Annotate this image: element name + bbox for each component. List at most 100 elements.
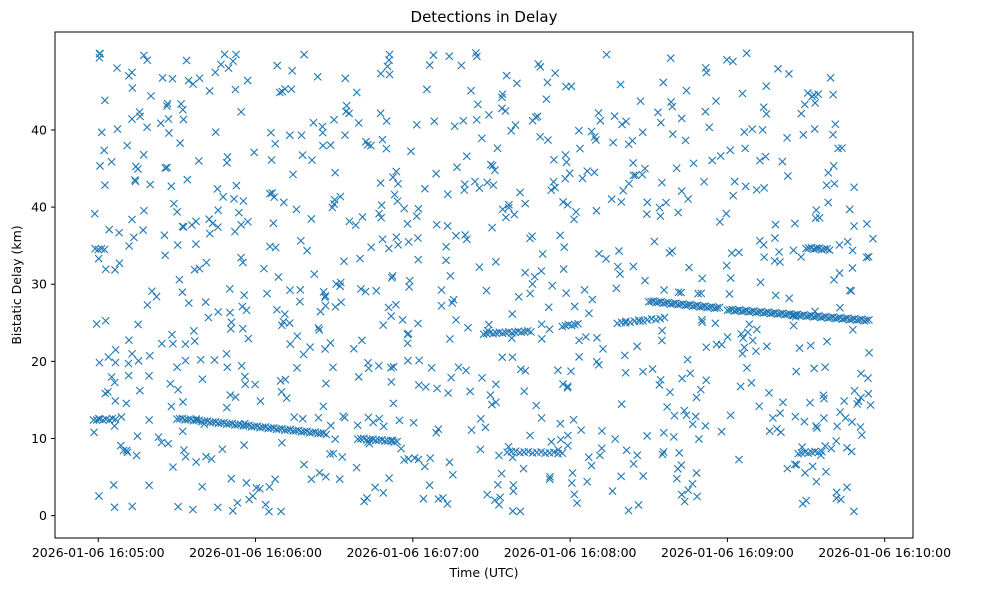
- data-point: [434, 495, 443, 504]
- data-point: [211, 68, 220, 77]
- data-point: [131, 162, 140, 171]
- track-point: [733, 306, 741, 315]
- data-point: [385, 474, 394, 483]
- data-point: [271, 139, 280, 148]
- data-point: [162, 102, 171, 111]
- data-point: [169, 199, 178, 208]
- data-point: [386, 363, 395, 372]
- data-point: [318, 128, 327, 137]
- data-point: [139, 150, 148, 159]
- data-point: [722, 55, 731, 64]
- data-point: [194, 156, 203, 165]
- data-point: [432, 220, 441, 229]
- track-point: [852, 316, 861, 325]
- data-point: [285, 319, 294, 328]
- data-point: [856, 393, 865, 402]
- data-point: [213, 223, 222, 232]
- data-point: [122, 399, 131, 408]
- data-point: [640, 164, 649, 173]
- data-point: [770, 256, 779, 265]
- data-point: [705, 123, 714, 132]
- data-point: [330, 115, 339, 124]
- data-point: [768, 413, 777, 422]
- data-point: [542, 95, 551, 104]
- data-point: [670, 411, 679, 420]
- track-point: [817, 447, 826, 456]
- data-point: [716, 152, 725, 160]
- data-point: [820, 394, 828, 403]
- data-point: [298, 414, 307, 423]
- data-point: [371, 483, 380, 492]
- data-point: [210, 356, 219, 364]
- data-point: [490, 166, 499, 175]
- data-point: [453, 163, 461, 172]
- data-point: [812, 206, 821, 215]
- data-point: [115, 228, 124, 237]
- data-point: [514, 292, 523, 301]
- data-point: [406, 147, 415, 156]
- x-tick-label: 2026-01-06 16:06:00: [189, 545, 322, 560]
- data-point: [100, 96, 109, 105]
- data-point: [460, 186, 469, 195]
- data-point: [665, 388, 674, 397]
- data-point: [857, 369, 866, 378]
- data-point: [178, 398, 187, 407]
- data-point: [668, 130, 677, 139]
- data-point: [864, 252, 873, 261]
- data-point: [265, 242, 274, 251]
- data-point: [824, 168, 833, 177]
- data-point: [584, 453, 593, 462]
- data-point: [448, 298, 457, 307]
- data-point: [493, 480, 502, 489]
- data-point: [516, 365, 525, 374]
- data-point: [638, 128, 647, 137]
- data-point: [107, 157, 116, 166]
- data-point: [726, 146, 735, 155]
- data-point: [574, 126, 583, 135]
- data-point: [318, 122, 327, 131]
- track-point: [537, 447, 546, 456]
- data-point: [682, 411, 691, 420]
- x-axis-label: Time (UTC): [448, 565, 518, 580]
- data-point: [629, 158, 638, 167]
- track-point: [785, 309, 794, 318]
- track-point: [669, 299, 678, 308]
- data-point: [101, 316, 110, 325]
- data-point: [688, 479, 697, 488]
- data-point: [655, 203, 664, 212]
- data-point: [227, 318, 236, 327]
- data-point: [748, 125, 757, 134]
- data-point: [509, 481, 518, 489]
- data-point: [314, 323, 323, 332]
- data-point: [588, 295, 597, 304]
- data-point: [616, 80, 625, 89]
- data-point: [563, 200, 572, 209]
- data-point: [504, 200, 513, 209]
- data-point: [389, 362, 398, 371]
- data-point: [429, 51, 438, 60]
- data-point: [190, 337, 199, 346]
- data-point: [409, 418, 418, 427]
- data-point: [525, 234, 534, 243]
- data-point: [684, 486, 693, 495]
- track-point: [766, 309, 775, 318]
- track-point: [558, 449, 567, 458]
- data-point: [697, 289, 706, 298]
- track-point: [691, 301, 700, 310]
- data-point: [496, 493, 505, 502]
- data-point: [592, 206, 601, 215]
- data-point: [128, 84, 137, 92]
- data-point: [251, 380, 260, 389]
- data-point: [663, 402, 672, 411]
- data-point: [789, 246, 798, 255]
- track-point: [788, 311, 797, 320]
- data-point: [139, 226, 148, 235]
- data-point: [765, 388, 773, 397]
- data-point: [543, 78, 552, 87]
- data-point: [755, 156, 764, 165]
- track-point: [821, 312, 830, 321]
- data-point: [237, 253, 245, 262]
- data-point: [286, 286, 295, 295]
- data-point: [755, 402, 764, 411]
- data-point: [620, 351, 629, 360]
